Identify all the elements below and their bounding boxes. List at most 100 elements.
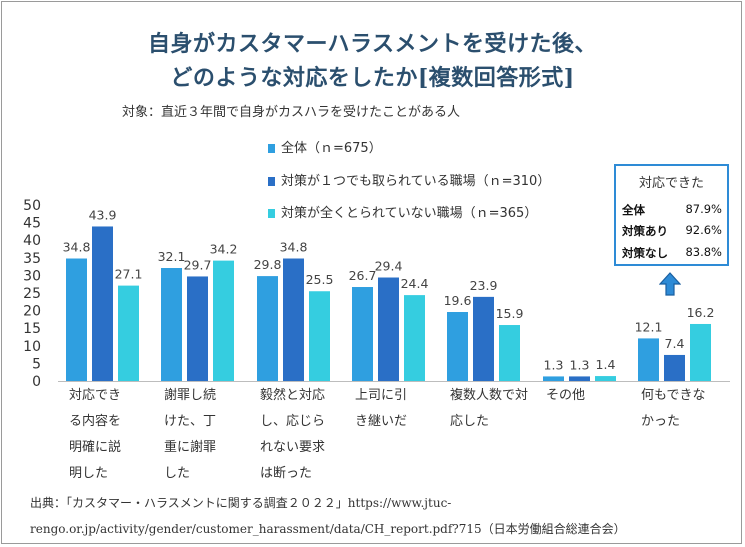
y-tick-label: 0 <box>32 374 41 390</box>
data-label: 29.8 <box>254 257 282 272</box>
x-category-label-line: 重に謝罪 <box>164 440 217 455</box>
chart-title-line2: どのような対応をしたか[複数回答形式] <box>170 65 575 91</box>
bar <box>595 376 616 381</box>
bar <box>118 285 139 381</box>
bar <box>404 295 425 381</box>
y-tick-label: 20 <box>23 304 41 320</box>
legend-label: 全体（ｎ=675） <box>281 141 382 156</box>
legend-swatch <box>268 144 275 153</box>
data-label: 34.2 <box>210 242 238 257</box>
data-label: 1.3 <box>544 357 564 372</box>
data-label: 26.7 <box>349 268 377 283</box>
data-label: 25.5 <box>306 272 334 287</box>
legend-item-no-measures: 対策が全くとられていない職場（ｎ=365） <box>268 202 537 221</box>
callout-title: 対応できた <box>638 176 704 191</box>
data-label: 15.9 <box>496 306 524 321</box>
x-category-label-line: る内容を <box>69 414 122 429</box>
legend-swatch <box>268 177 275 186</box>
x-category-label-line: 応した <box>450 414 490 429</box>
data-label: 12.1 <box>635 319 663 334</box>
x-category-label: その他 <box>546 383 585 409</box>
x-category-label: 対応でき る内容を 明確に説 明した <box>69 383 121 487</box>
bar <box>352 287 373 381</box>
bar <box>257 276 278 381</box>
bar <box>213 260 234 381</box>
bar <box>499 325 520 381</box>
x-category-label-line: れない要求 <box>260 440 326 455</box>
y-tick-label: 35 <box>23 251 41 267</box>
x-category-label-line: 複数人数で対 <box>450 388 529 403</box>
callout-row-label: 全体 <box>622 203 645 217</box>
x-category-label: 毅然と対応し、応じられない要求は断った <box>260 383 325 487</box>
bar <box>447 312 468 381</box>
callout-row-label: 対策なし <box>622 246 668 260</box>
bar <box>187 276 208 381</box>
y-tick-label: 50 <box>23 198 41 214</box>
x-category-label-line: けた、丁 <box>164 414 217 429</box>
y-tick-label: 5 <box>32 356 41 372</box>
legend-item-with-measures: 対策が１つでも取られている職場（ｎ=310） <box>268 170 550 189</box>
data-label: 23.9 <box>470 278 498 293</box>
x-category-label: 複数人数で対 応した <box>450 383 528 435</box>
bar <box>473 296 494 381</box>
bar <box>543 376 564 381</box>
data-label: 24.4 <box>401 276 429 291</box>
bar <box>664 354 685 381</box>
up-arrow-icon <box>659 272 681 296</box>
data-label: 7.4 <box>665 336 685 351</box>
source-line-2: rengo.or.jp/activity/gender/customer_har… <box>30 522 626 536</box>
x-category-label-line: き継いだ <box>355 414 408 429</box>
data-label: 19.6 <box>444 293 472 308</box>
bar <box>161 268 182 381</box>
y-tick-label: 30 <box>23 268 41 284</box>
y-tick-label: 45 <box>23 216 41 232</box>
callout-box: 対応できた 全体 87.9% 対策あり 92.6% 対策なし 83.8% <box>614 164 729 266</box>
legend-item-all: 全体（ｎ=675） <box>268 137 382 156</box>
y-tick-label: 10 <box>23 339 41 355</box>
bar <box>378 277 399 381</box>
data-label: 43.9 <box>89 207 117 222</box>
callout-row-value: 87.9% <box>685 202 722 216</box>
bar <box>283 258 304 381</box>
x-category-label-line: 毅然と対応 <box>260 388 326 403</box>
x-category-label-line: 明した <box>69 466 109 481</box>
y-tick-label: 40 <box>23 233 41 249</box>
x-category-label: 謝罪し続 けた、丁 重に謝罪 した <box>164 383 216 487</box>
callout-row-value: 83.8% <box>685 245 722 259</box>
bar <box>569 376 590 381</box>
bar <box>690 323 711 381</box>
x-category-label-line: 謝罪し続 <box>164 388 217 403</box>
data-label: 27.1 <box>115 267 143 282</box>
chart-subtitle: 対象：直近３年間で自身がカスハラを受けたことがある人 <box>122 105 461 120</box>
x-category-label-line: し、応じら <box>260 414 326 429</box>
data-label: 29.4 <box>375 259 403 274</box>
bar <box>92 226 113 381</box>
legend-label: 対策が１つでも取られている職場（ｎ=310） <box>281 174 551 189</box>
data-label: 34.8 <box>63 240 91 255</box>
x-category-label-line: 上司に引 <box>355 388 408 403</box>
x-category-label: 上司に引 き継いだ <box>355 383 407 435</box>
x-category-label-line: 何もできな <box>641 388 706 403</box>
bar <box>638 338 659 381</box>
bar <box>309 291 330 381</box>
x-category-label: 何もできな かった <box>641 383 705 435</box>
data-label: 1.4 <box>596 357 616 372</box>
x-category-label-line: は断った <box>260 466 313 481</box>
source-line-1: 出典：「カスタマー・ハラスメントに関する調査２０２２」https://www.j… <box>30 496 452 510</box>
callout-row-label: 対策あり <box>622 224 668 238</box>
data-label: 32.1 <box>158 249 186 264</box>
x-category-label-line: その他 <box>546 388 586 403</box>
data-label: 34.8 <box>280 240 308 255</box>
legend-label: 対策が全くとられていない職場（ｎ=365） <box>281 206 538 221</box>
data-label: 29.7 <box>184 257 212 272</box>
callout-row-value: 92.6% <box>685 223 722 237</box>
data-label: 1.3 <box>570 357 590 372</box>
y-tick-label: 25 <box>23 286 41 302</box>
chart-title-line1: 自身がカスタマーハラスメントを受けた後、 <box>147 31 598 57</box>
legend-swatch <box>268 209 275 218</box>
y-tick-label: 15 <box>23 321 41 337</box>
x-category-label-line: 明確に説 <box>69 440 122 455</box>
data-label: 16.2 <box>687 305 715 320</box>
